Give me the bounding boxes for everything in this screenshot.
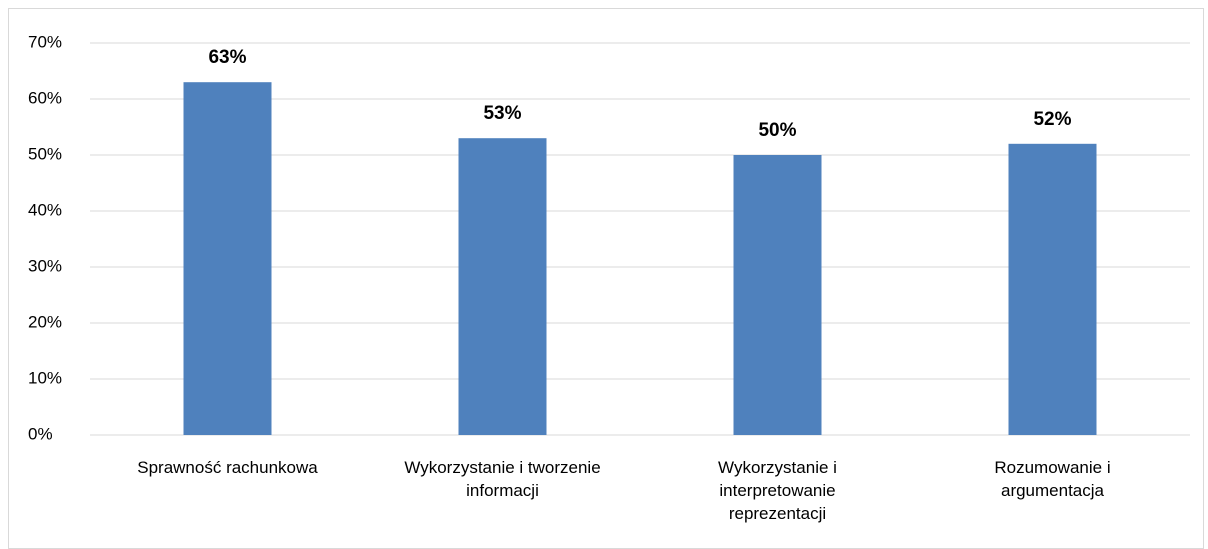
x-tick-label: Wykorzystanie i interpretowanie reprezen…: [718, 458, 837, 523]
y-tick-label: 50%: [28, 144, 62, 163]
y-tick-label: 0%: [28, 424, 53, 443]
bar: [458, 138, 547, 435]
value-label: 50%: [758, 120, 796, 141]
value-label: 63%: [208, 47, 246, 68]
y-tick-label: 40%: [28, 200, 62, 219]
bar: [733, 155, 822, 435]
y-tick-label: 10%: [28, 368, 62, 387]
value-label: 53%: [483, 103, 521, 124]
y-tick-label: 20%: [28, 312, 62, 331]
x-tick-label: Wykorzystanie i tworzenie informacji: [404, 458, 601, 500]
y-tick-label: 60%: [28, 88, 62, 107]
y-tick-label: 70%: [28, 32, 62, 51]
value-label: 52%: [1033, 109, 1071, 130]
x-tick-label: Rozumowanie i argumentacja: [994, 458, 1111, 500]
bar: [1008, 143, 1097, 436]
bar: [183, 82, 272, 435]
y-tick-label: 30%: [28, 256, 62, 275]
x-tick-label: Sprawność rachunkowa: [137, 458, 318, 477]
